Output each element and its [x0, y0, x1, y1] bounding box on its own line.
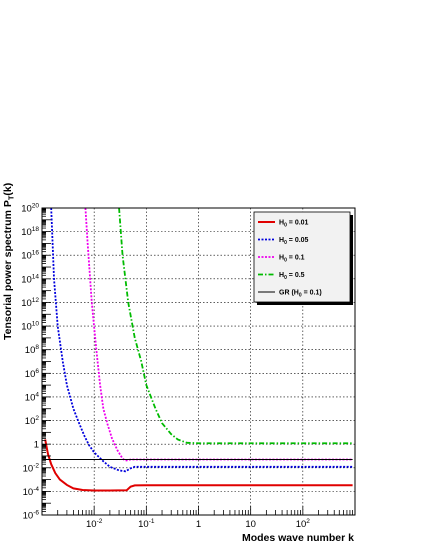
- y-tick-labels: 1020 1018 1016 1014 1012 1010 108 106 104 102 1 10-…: [21, 203, 39, 522]
- y-tick-label: 1012: [21, 297, 39, 309]
- y-tick-label: 1016: [21, 250, 39, 262]
- series-line-3: [84, 208, 353, 462]
- y-axis-title-tail: (k): [2, 183, 14, 196]
- grid: [42, 208, 355, 515]
- y-tick-label: 10-6: [23, 510, 40, 522]
- y-axis-title: Tensorial power spectrum PT(k): [2, 183, 16, 340]
- legend-entries: H0 = 0.01 H0 = 0.05 H0 = 0.1 H0 = 0.5 GR (H0…: [258, 220, 322, 299]
- y-axis-title-sub: T: [7, 195, 16, 200]
- x-axis-title: Modes wave number k: [242, 532, 354, 544]
- y-axis-title-main: Tensorial power spectrum P: [2, 200, 14, 340]
- series-line-2: [50, 208, 353, 473]
- y-tick-label: 1010: [21, 321, 39, 333]
- series-line-4: [118, 208, 353, 445]
- y-tick-label: 102: [25, 415, 40, 427]
- series-lines: [43, 208, 353, 492]
- x-tick-label: 102: [296, 518, 311, 530]
- y-tick-label: 106: [25, 368, 40, 380]
- series-line-1: [44, 439, 353, 492]
- y-tick-label: 108: [25, 344, 40, 356]
- y-tick-label: 10-4: [23, 486, 40, 498]
- y-tick-label: 10-2: [23, 462, 40, 474]
- y-tick-label: 1014: [21, 273, 39, 285]
- legend-label: H0 = 0.05: [279, 237, 309, 246]
- y-tick-label: 1: [34, 440, 39, 451]
- legend-label: H0 = 0.5: [279, 272, 305, 281]
- x-tick-labels: 10-2 10-1 1 10 102: [86, 518, 310, 530]
- legend-label: H0 = 0.1: [279, 255, 305, 264]
- x-tick-label: 10-1: [138, 518, 155, 530]
- legend-label: H0 = 0.01: [279, 220, 309, 229]
- x-tick-label: 10-2: [86, 518, 103, 530]
- y-tick-label: 1018: [21, 226, 39, 238]
- x-tick-label: 1: [196, 519, 201, 530]
- y-tick-label: 104: [25, 391, 40, 403]
- x-tick-label: 10: [245, 519, 256, 530]
- legend-label: GR (H0 = 0.1): [279, 290, 322, 299]
- y-tick-label: 1020: [21, 203, 39, 215]
- axis-ticks: [41, 208, 354, 516]
- legend: H0 = 0.01 H0 = 0.05 H0 = 0.1 H0 = 0.5 GR (H0…: [253, 211, 353, 305]
